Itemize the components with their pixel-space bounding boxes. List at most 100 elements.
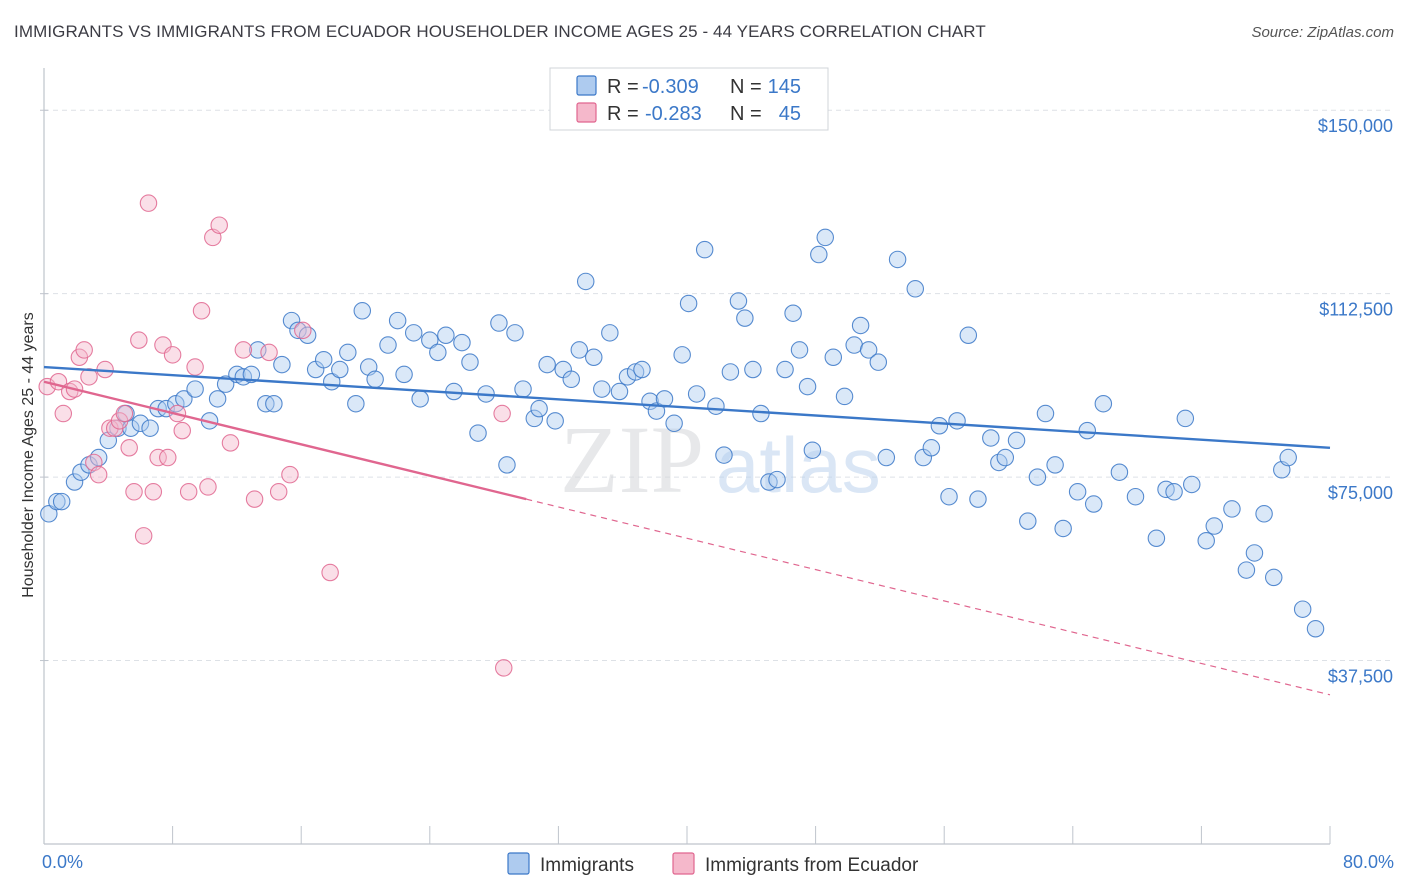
ecuador-point-34 [234, 341, 253, 359]
immigrants-point-60 [546, 412, 564, 430]
immigrants-point-99 [851, 316, 870, 335]
ecuador-point-32 [210, 216, 228, 234]
legend-label-immigrants: Immigrants [540, 855, 634, 876]
immigrants-point-47 [437, 326, 455, 345]
immigrants-point-132 [1197, 531, 1215, 550]
trend-line-1 [43, 380, 527, 501]
immigrants-point-116 [1019, 512, 1037, 530]
immigrants-point-100 [859, 341, 878, 359]
ecuador-point-38 [281, 465, 299, 484]
immigrants-point-64 [576, 272, 595, 291]
immigrants-point-44 [411, 390, 429, 408]
immigrants-point-84 [736, 309, 754, 327]
immigrants-point-55 [506, 324, 524, 342]
immigrants-point-59 [538, 355, 556, 374]
immigrants-point-115 [1007, 431, 1026, 450]
immigrants-point-136 [1245, 544, 1264, 562]
immigrants-point-75 [665, 414, 683, 433]
immigrants-point-42 [395, 365, 413, 384]
ecuador-point-9 [89, 465, 108, 484]
trend-line-extension-1 [526, 498, 1331, 696]
trend-line-0 [43, 365, 1331, 449]
stats-legend: R = -0.309 N = 145 R = -0.283 N = 45 [549, 67, 829, 131]
ecuador-point-11 [101, 419, 119, 437]
series-points-0 [40, 228, 1325, 638]
immigrants-point-133 [1205, 517, 1224, 535]
watermark: ZIP atlas [560, 406, 881, 513]
immigrants-point-27 [273, 355, 291, 374]
ecuador-point-27 [179, 483, 198, 501]
immigrants-point-1 [48, 492, 66, 511]
immigrants-point-119 [1046, 456, 1064, 474]
immigrants-point-104 [906, 280, 925, 298]
immigrants-point-123 [1084, 495, 1103, 513]
immigrants-point-37 [353, 302, 372, 320]
x-tick-label-min: 0.0% [42, 852, 83, 872]
ecuador-point-6 [75, 341, 93, 359]
ecuador-point-42 [494, 659, 513, 677]
immigrants-point-11 [131, 414, 150, 433]
axes-layer [40, 68, 1331, 845]
immigrants-point-91 [790, 341, 809, 359]
immigrants-point-141 [1293, 600, 1312, 618]
immigrants-point-124 [1094, 394, 1113, 413]
immigrants-point-36 [347, 394, 365, 413]
ecuador-point-36 [260, 343, 278, 362]
immigrants-point-20 [216, 375, 235, 393]
ecuador-point-26 [173, 421, 191, 440]
ecuador-point-21 [149, 448, 167, 467]
stats-n-value-pink: 45 [779, 103, 801, 125]
ecuador-point-14 [115, 404, 134, 423]
immigrants-point-90 [784, 304, 802, 322]
immigrants-point-131 [1183, 475, 1201, 494]
immigrants-point-43 [404, 324, 423, 342]
watermark-zip: ZIP [560, 406, 704, 513]
immigrants-point-142 [1306, 620, 1325, 638]
immigrants-point-79 [695, 240, 714, 259]
stats-r-label-blue: R = [607, 76, 639, 98]
immigrants-point-50 [461, 353, 479, 371]
immigrants-point-114 [996, 448, 1015, 467]
ecuador-point-35 [245, 490, 264, 508]
ecuador-point-16 [125, 483, 143, 501]
immigrants-point-73 [647, 402, 666, 420]
immigrants-point-112 [982, 429, 1000, 447]
watermark-atlas: atlas [716, 421, 881, 509]
immigrants-point-63 [570, 341, 589, 359]
immigrants-point-53 [490, 314, 508, 332]
ecuador-point-20 [144, 483, 163, 501]
ecuador-point-30 [199, 478, 217, 496]
immigrants-point-127 [1147, 529, 1166, 548]
immigrants-point-78 [687, 385, 706, 403]
y-tick-label-2: $112,500 [1319, 300, 1393, 320]
immigrants-point-76 [673, 346, 691, 364]
immigrants-point-17 [186, 380, 204, 398]
legend-swatch-ecuador [672, 852, 695, 875]
immigrants-point-95 [816, 228, 834, 247]
immigrants-point-12 [141, 419, 159, 437]
immigrants-point-6 [89, 448, 108, 467]
immigrants-point-81 [715, 446, 733, 464]
immigrants-point-51 [469, 424, 487, 442]
immigrants-point-88 [768, 470, 786, 489]
bottom-legend: Immigrants Immigrants from Ecuador [507, 852, 919, 876]
stats-r-label-pink: R = [607, 103, 639, 125]
y-tick-label-3: $150,000 [1318, 116, 1393, 136]
stats-r-value-pink: -0.283 [645, 103, 702, 125]
immigrants-point-83 [729, 292, 748, 310]
ecuador-point-24 [163, 346, 182, 364]
ecuador-point-28 [186, 358, 204, 376]
immigrants-point-30 [298, 326, 317, 345]
immigrants-point-108 [940, 487, 958, 506]
immigrants-point-71 [633, 360, 651, 379]
ecuador-point-15 [120, 439, 138, 457]
ecuador-point-41 [493, 404, 511, 423]
immigrants-point-135 [1237, 561, 1256, 579]
immigrants-point-118 [1036, 404, 1055, 423]
immigrants-point-117 [1028, 468, 1047, 486]
stats-n-label-blue: N = [730, 76, 762, 98]
ecuador-point-17 [130, 331, 148, 349]
immigrants-point-19 [208, 390, 227, 408]
immigrants-point-45 [421, 331, 439, 349]
